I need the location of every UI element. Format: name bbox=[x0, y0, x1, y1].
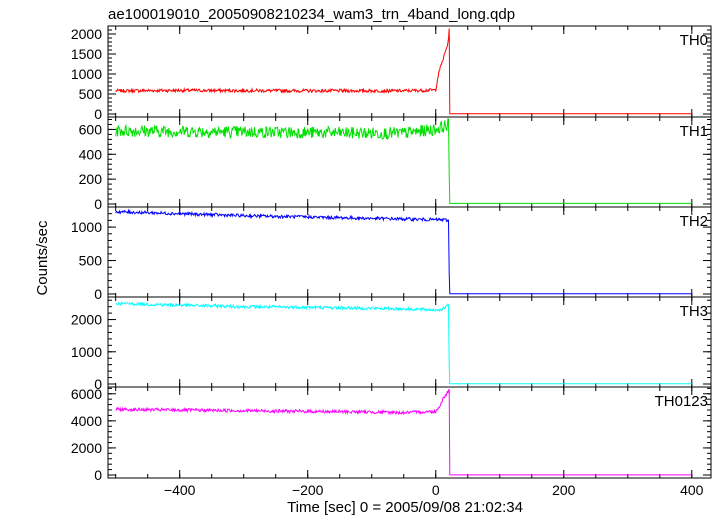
x-tick-label: 0 bbox=[432, 482, 440, 498]
panel-th0123: 0 2000 4000 6000 TH0123 bbox=[71, 386, 712, 483]
y-tick-label: 0 bbox=[94, 106, 102, 122]
y-tick-label: 0 bbox=[94, 376, 102, 392]
y-tick-label: 400 bbox=[79, 146, 103, 162]
y-axis-label: Counts/sec bbox=[34, 220, 51, 296]
panel-th3: 0 1000 2000 TH3 bbox=[71, 296, 712, 392]
panel-frame bbox=[107, 386, 712, 479]
panel-th2: 0 500 1000 TH2 bbox=[71, 206, 712, 302]
panel-frame bbox=[107, 206, 712, 298]
y-tick-label: 2000 bbox=[71, 312, 102, 328]
y-tick-label: 0 bbox=[94, 286, 102, 302]
y-tick-label: 500 bbox=[79, 86, 103, 102]
x-axis-label: Time [sec] 0 = 2005/09/08 21:02:34 bbox=[287, 499, 523, 516]
series-label: TH3 bbox=[680, 303, 708, 320]
series-line-th2 bbox=[115, 208, 692, 295]
series-line-th3 bbox=[115, 301, 692, 385]
y-tick-label: 0 bbox=[94, 467, 102, 483]
y-tick-label: 1000 bbox=[71, 344, 102, 360]
panel-th1: 0 200 400 600 TH1 bbox=[79, 116, 712, 212]
y-tick-label: 2000 bbox=[71, 26, 102, 42]
series-line-th0123 bbox=[115, 388, 692, 476]
y-tick-label: 1500 bbox=[71, 46, 102, 62]
series-label: TH0123 bbox=[655, 393, 708, 410]
y-tick-label: 200 bbox=[79, 171, 103, 187]
y-tick-label: 600 bbox=[79, 121, 103, 137]
series-label: TH1 bbox=[680, 123, 708, 140]
x-tick-label: −400 bbox=[164, 482, 196, 498]
x-tick-label: 400 bbox=[680, 482, 704, 498]
y-tick-label: 4000 bbox=[71, 413, 102, 429]
y-tick-label: 1000 bbox=[71, 219, 102, 235]
y-tick-label: 0 bbox=[94, 196, 102, 212]
y-tick-label: 6000 bbox=[71, 386, 102, 402]
y-tick-label: 500 bbox=[79, 253, 103, 269]
panel-th0: 0 500 1000 1500 2000 TH0 bbox=[71, 25, 712, 122]
series-line-th0 bbox=[115, 28, 692, 115]
series-line-th1 bbox=[115, 118, 692, 204]
x-tick-label: −200 bbox=[292, 482, 324, 498]
chart-title: ae100019010_20050908210234_wam3_trn_4ban… bbox=[108, 6, 515, 23]
y-tick-label: 1000 bbox=[71, 66, 102, 82]
series-label: TH0 bbox=[680, 32, 708, 49]
y-tick-label: 2000 bbox=[71, 440, 102, 456]
x-tick-label: 200 bbox=[552, 482, 576, 498]
series-label: TH2 bbox=[680, 213, 708, 230]
panel-frame bbox=[107, 25, 712, 118]
